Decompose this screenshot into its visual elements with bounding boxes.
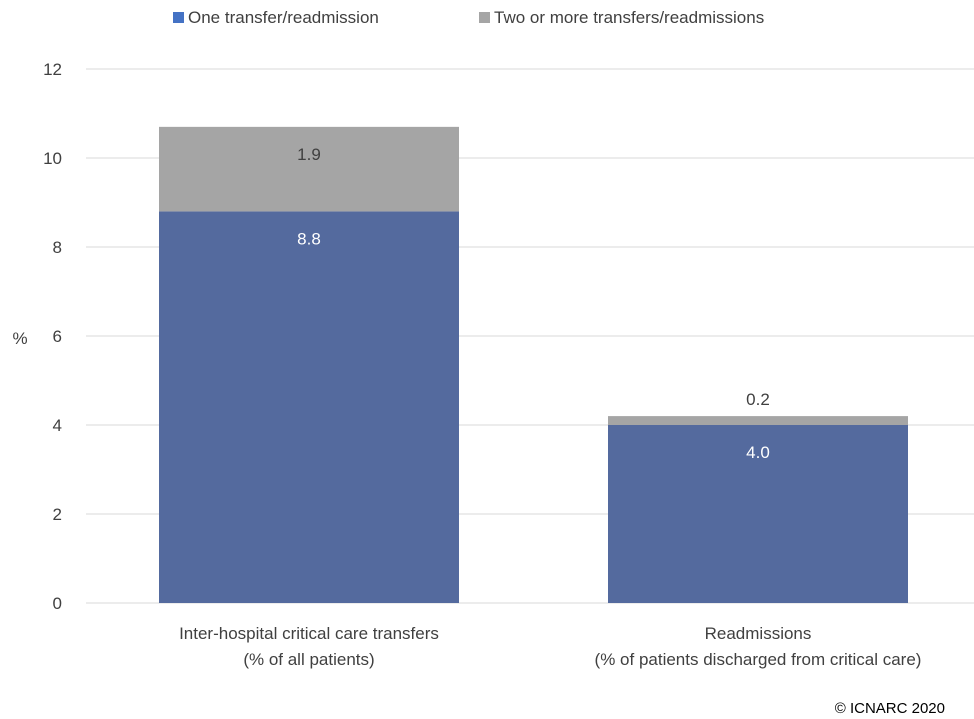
y-axis-tick-labels: 0 2 4 6 8 10 12 — [43, 60, 62, 613]
y-tick-label: 4 — [53, 416, 62, 435]
data-label: 4.0 — [746, 443, 770, 462]
x-axis-category-labels: Inter-hospital critical care transfers (%… — [179, 624, 921, 669]
x-category-label: Readmissions — [705, 624, 812, 643]
copyright-credit: © ICNARC 2020 — [835, 700, 945, 717]
legend-swatch — [173, 12, 184, 23]
x-category-label: (% of all patients) — [243, 650, 374, 669]
y-tick-label: 8 — [53, 238, 62, 257]
bar-segment — [159, 126, 459, 212]
data-label: 1.9 — [297, 145, 321, 164]
y-tick-label: 12 — [43, 60, 62, 79]
legend-swatch — [479, 12, 490, 23]
bar-segment — [608, 416, 908, 425]
y-tick-label: 6 — [53, 327, 62, 346]
legend: One transfer/readmission Two or more tran… — [173, 8, 764, 27]
y-tick-label: 10 — [43, 149, 62, 168]
y-tick-label: 2 — [53, 505, 62, 524]
data-label: 8.8 — [297, 229, 321, 248]
bars: 8.8 1.9 4.0 0.2 — [159, 126, 908, 603]
x-category-label: Inter-hospital critical care transfers — [179, 624, 439, 643]
y-axis-label: % — [12, 329, 27, 348]
y-tick-label: 0 — [53, 594, 62, 613]
legend-label: One transfer/readmission — [188, 8, 379, 27]
bar-segment — [159, 211, 459, 603]
legend-label: Two or more transfers/readmissions — [494, 8, 764, 27]
bar-segment — [608, 425, 908, 603]
data-label: 0.2 — [746, 390, 770, 409]
x-category-label: (% of patients discharged from critical … — [595, 650, 922, 669]
